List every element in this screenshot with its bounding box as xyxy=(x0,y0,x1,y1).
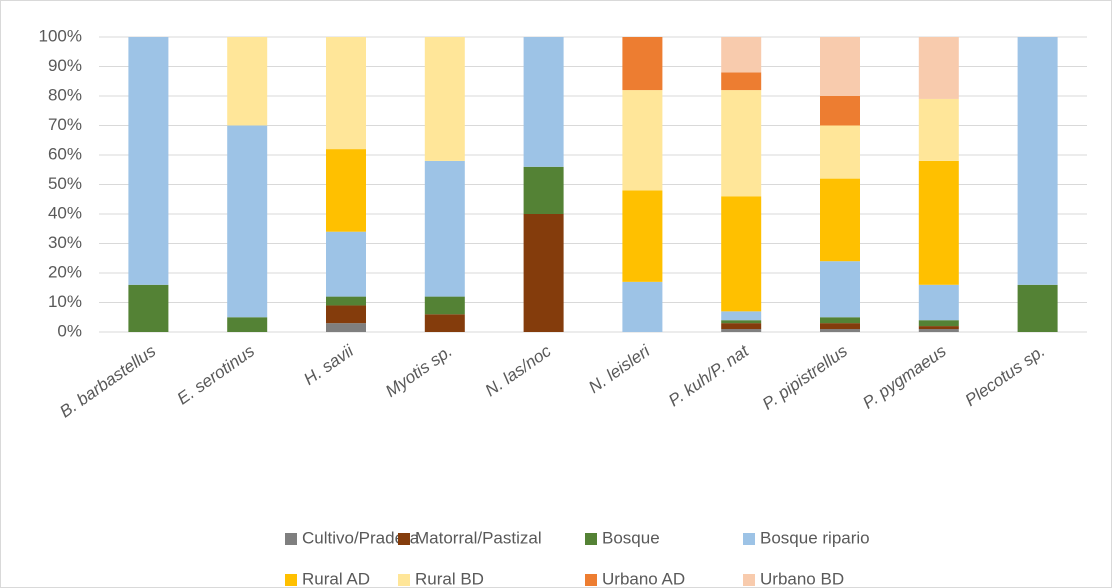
bar-segment xyxy=(918,98,959,161)
bar-segment xyxy=(326,149,366,232)
legend-label: Cultivo/Pradera xyxy=(302,528,420,547)
bar-segment xyxy=(820,317,860,324)
legend-swatch xyxy=(585,533,597,545)
legend-label: Rural AD xyxy=(302,569,370,588)
bar-segment xyxy=(721,72,762,91)
y-tick-label: 70% xyxy=(48,115,82,134)
bar-segment xyxy=(918,284,959,321)
bar-segment xyxy=(721,196,762,312)
bar-segment xyxy=(918,329,959,332)
bar-segment xyxy=(128,37,169,285)
bar-segment xyxy=(721,329,762,332)
legend-swatch xyxy=(285,533,297,545)
bar-segment xyxy=(622,90,663,191)
bar-segment xyxy=(1017,37,1058,285)
bar-segment xyxy=(227,125,268,318)
bar-segment xyxy=(622,37,663,91)
y-tick-label: 0% xyxy=(57,321,82,340)
y-tick-label: 20% xyxy=(48,262,82,281)
bar-segment xyxy=(326,296,366,306)
bar-segment xyxy=(424,37,465,161)
legend-swatch xyxy=(398,533,410,545)
bar-segment xyxy=(1017,284,1058,332)
bar-segment xyxy=(622,190,663,282)
bar-segment xyxy=(820,96,860,126)
bar-segment xyxy=(128,284,169,332)
bar-segment xyxy=(820,125,860,179)
legend-label: Bosque ripario xyxy=(760,528,870,547)
bar-segment xyxy=(820,329,860,332)
bar-segment xyxy=(820,261,860,318)
bar-segment xyxy=(424,160,465,297)
legend-label: Rural BD xyxy=(415,569,484,588)
bar-segment xyxy=(721,37,762,73)
legend-swatch xyxy=(585,574,597,586)
legend-swatch xyxy=(285,574,297,586)
bar-segment xyxy=(523,166,564,214)
legend-label: Urbano AD xyxy=(602,569,685,588)
y-tick-label: 30% xyxy=(48,233,82,252)
bar-segment xyxy=(326,37,366,150)
bar-segment xyxy=(918,160,959,285)
bar-segment xyxy=(424,314,465,332)
bar-segment xyxy=(820,178,860,262)
bar-segment xyxy=(424,296,465,315)
bar-segment xyxy=(523,214,564,332)
y-tick-label: 60% xyxy=(48,144,82,163)
legend-swatch xyxy=(743,533,755,545)
bar-segment xyxy=(721,320,762,324)
bar-segment xyxy=(721,311,762,321)
y-tick-label: 50% xyxy=(48,174,82,193)
bar-segment xyxy=(721,323,762,330)
bar-segment xyxy=(326,323,366,332)
bar-segment xyxy=(820,37,860,96)
y-tick-label: 100% xyxy=(39,26,82,45)
legend-swatch xyxy=(743,574,755,586)
y-tick-label: 90% xyxy=(48,56,82,75)
bar-segment xyxy=(918,320,959,327)
bar-segment xyxy=(227,37,268,126)
bar-segment xyxy=(523,37,564,167)
y-tick-label: 80% xyxy=(48,85,82,104)
bar-segment xyxy=(326,231,366,297)
legend-label: Matorral/Pastizal xyxy=(415,528,542,547)
legend-label: Urbano BD xyxy=(760,569,844,588)
bar-segment xyxy=(622,281,663,332)
legend-label: Bosque xyxy=(602,528,660,547)
y-tick-label: 40% xyxy=(48,203,82,222)
y-tick-label: 10% xyxy=(48,292,82,311)
bar-segment xyxy=(918,326,959,330)
bar-segment xyxy=(918,37,959,99)
bar-segment xyxy=(326,305,366,324)
bar-segment xyxy=(820,323,860,330)
bar-segment xyxy=(721,90,762,197)
bar-segment xyxy=(227,317,268,332)
legend-swatch xyxy=(398,574,410,586)
